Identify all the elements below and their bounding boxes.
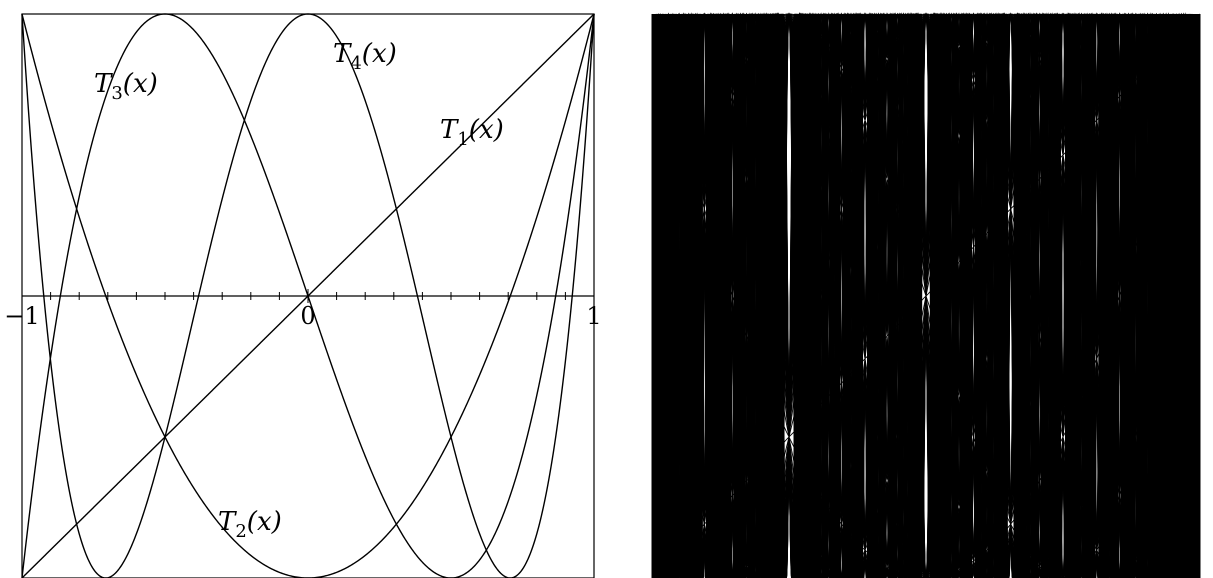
series-label-t4: T4(x) xyxy=(333,39,397,74)
dense-series-line-t100 xyxy=(651,13,1201,578)
dense-series-line-t98 xyxy=(651,13,1201,578)
chebyshev-plot-low-degree: −1 0 1 T1(x) T2(x) T3(x) T4(x) xyxy=(4,13,602,578)
x-tick-label-min: −1 xyxy=(4,302,39,330)
series-line-t4 xyxy=(21,13,595,578)
series-group xyxy=(21,13,595,578)
series-line-t3 xyxy=(21,13,595,578)
series-label-t1: T1(x) xyxy=(440,115,504,150)
x-tick-label-zero: 0 xyxy=(300,302,315,330)
series-label-t3: T3(x) xyxy=(94,69,158,104)
series-label-t2: T2(x) xyxy=(218,507,282,542)
chebyshev-plot-many-degrees xyxy=(651,12,1201,578)
x-tick-label-max: 1 xyxy=(586,302,601,330)
dense-series-group xyxy=(651,12,1201,578)
dense-series-line-t99 xyxy=(651,13,1201,578)
series-line-t2 xyxy=(21,13,595,578)
